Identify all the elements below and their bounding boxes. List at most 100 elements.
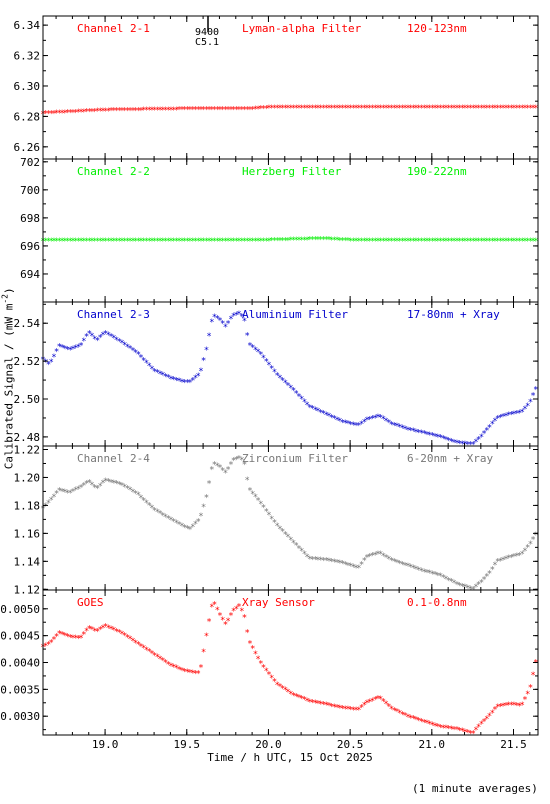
- data-point: *: [460, 104, 465, 114]
- data-point: *: [190, 376, 195, 386]
- data-point: *: [367, 415, 372, 425]
- data-point: *: [149, 650, 154, 660]
- data-point: *: [302, 236, 307, 246]
- panel-3: ****************************************…: [14, 301, 539, 451]
- y-tick-label: 2.50: [14, 393, 41, 406]
- data-point: *: [528, 398, 533, 408]
- data-point: *: [506, 104, 511, 114]
- data-point: *: [449, 437, 454, 447]
- data-point: *: [517, 104, 522, 114]
- data-point: *: [264, 667, 269, 677]
- data-point: *: [272, 519, 277, 529]
- data-point: *: [479, 104, 484, 114]
- data-point: *: [277, 237, 282, 247]
- data-point: *: [57, 487, 62, 497]
- data-point: *: [136, 641, 141, 651]
- data-point: *: [427, 237, 432, 247]
- data-point: *: [525, 104, 530, 114]
- data-point: *: [362, 701, 367, 711]
- data-point: *: [345, 237, 350, 247]
- data-point: *: [362, 104, 367, 114]
- data-point: *: [446, 237, 451, 247]
- data-point: *: [457, 237, 462, 247]
- data-point: *: [285, 104, 290, 114]
- data-point: *: [413, 565, 418, 575]
- data-point: *: [266, 671, 271, 681]
- data-point: *: [46, 499, 51, 509]
- data-point: *: [340, 236, 345, 246]
- data-point: *: [76, 237, 81, 247]
- data-point: *: [334, 558, 339, 568]
- data-point: *: [146, 106, 151, 116]
- data-point: *: [484, 104, 489, 114]
- data-point: *: [65, 237, 70, 247]
- data-point: *: [215, 606, 220, 616]
- data-point: *: [476, 435, 481, 445]
- data-point: *: [242, 460, 247, 470]
- data-point: *: [476, 581, 481, 591]
- data-point: *: [391, 237, 396, 247]
- data-point: *: [201, 357, 206, 367]
- footnote-text: (1 minute averages): [412, 782, 538, 795]
- data-point: *: [220, 105, 225, 115]
- data-point: *: [288, 236, 293, 246]
- data-point: *: [95, 628, 100, 638]
- data-point: *: [321, 104, 326, 114]
- data-point: *: [345, 561, 350, 571]
- data-point: *: [307, 403, 312, 413]
- data-point: *: [293, 236, 298, 246]
- data-point: *: [144, 106, 149, 116]
- data-point: *: [146, 362, 151, 372]
- data-point: *: [451, 725, 456, 735]
- data-point: *: [43, 642, 48, 652]
- y-tick-label: 700: [20, 184, 40, 197]
- data-point: *: [500, 702, 505, 712]
- data-point: *: [236, 310, 241, 320]
- data-point: *: [78, 237, 83, 247]
- data-point: *: [318, 236, 323, 246]
- data-point: *: [302, 104, 307, 114]
- data-point: *: [454, 104, 459, 114]
- data-point: *: [209, 318, 214, 328]
- data-point: *: [125, 107, 130, 117]
- data-point: *: [413, 716, 418, 726]
- data-point: *: [468, 104, 473, 114]
- data-point: *: [274, 371, 279, 381]
- data-point: *: [383, 417, 388, 427]
- data-point: *: [223, 105, 228, 115]
- data-point: *: [421, 568, 426, 578]
- data-point: *: [220, 237, 225, 247]
- data-point: *: [168, 375, 173, 385]
- x-axis-title: Time / h UTC, 15 Oct 2025: [0, 751, 550, 764]
- data-point: *: [160, 237, 165, 247]
- data-point: *: [234, 311, 239, 321]
- data-point: *: [359, 420, 364, 430]
- data-point: *: [391, 104, 396, 114]
- data-point: *: [285, 236, 290, 246]
- data-point: *: [103, 237, 108, 247]
- data-point: *: [375, 104, 380, 114]
- data-point: *: [67, 346, 72, 356]
- data-point: *: [81, 631, 86, 641]
- data-point: *: [329, 702, 334, 712]
- data-point: *: [359, 704, 364, 714]
- data-point: *: [484, 237, 489, 247]
- data-point: *: [272, 237, 277, 247]
- data-point: *: [247, 105, 252, 115]
- data-point: *: [389, 104, 394, 114]
- data-point: *: [367, 104, 372, 114]
- y-tick-label: 696: [20, 240, 40, 253]
- data-point: *: [416, 237, 421, 247]
- data-point: *: [356, 422, 361, 432]
- data-point: *: [89, 108, 94, 118]
- data-point: *: [51, 493, 56, 503]
- data-point: *: [106, 624, 111, 634]
- data-point: *: [473, 438, 478, 448]
- data-point: *: [67, 633, 72, 643]
- data-point: *: [212, 461, 217, 471]
- data-point: *: [57, 630, 62, 640]
- data-point: *: [337, 559, 342, 569]
- data-point: *: [476, 723, 481, 733]
- data-point: *: [65, 346, 70, 356]
- data-point: *: [514, 552, 519, 562]
